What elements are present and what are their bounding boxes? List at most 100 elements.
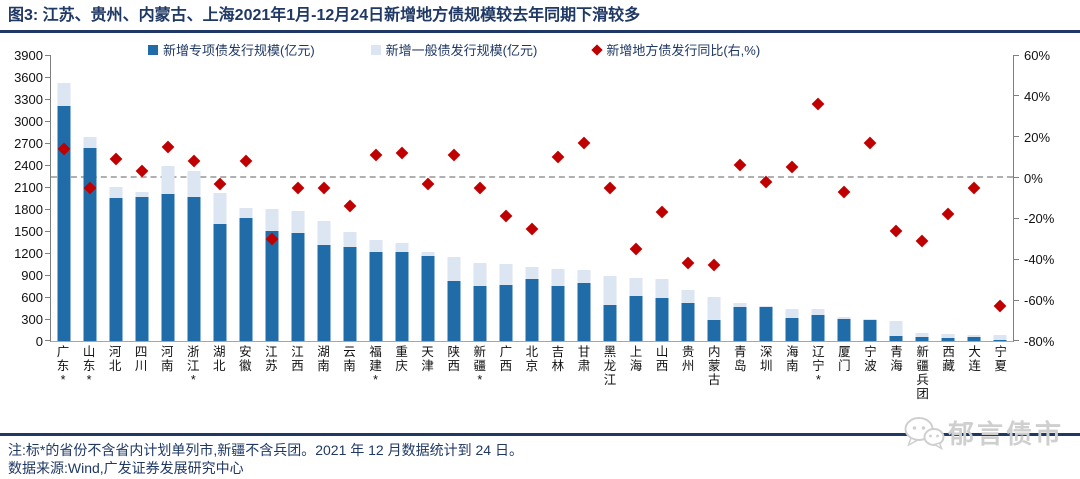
special-bond-segment	[291, 232, 305, 341]
stacked-bar	[109, 186, 123, 341]
yoy-diamond-marker	[837, 185, 851, 199]
x-axis-label: 贵州	[681, 345, 695, 373]
yoy-diamond-marker	[317, 181, 331, 195]
stacked-bar	[421, 252, 435, 341]
yoy-diamond-marker	[629, 242, 643, 256]
yoy-diamond-marker	[525, 222, 539, 236]
left-axis-tick-label: 300	[21, 312, 43, 327]
x-axis-label: 大连	[968, 345, 981, 373]
figure-notes: 注:标*的省份不含省内计划单列市,新疆不含兵团。2021 年 12 月数据统计到…	[0, 433, 1080, 477]
yoy-diamond-marker	[109, 152, 123, 166]
x-axis-label: 青岛	[733, 345, 747, 373]
x-axis-label: 内蒙古	[707, 345, 721, 387]
yoy-diamond-marker	[603, 181, 617, 195]
yoy-diamond-marker	[161, 140, 175, 154]
x-axis-label: 西藏	[942, 345, 955, 373]
left-axis-tick	[45, 296, 50, 298]
x-axis-label: 湖北	[213, 345, 226, 373]
bar-group-32	[857, 55, 883, 341]
special-bond-segment	[473, 286, 487, 341]
special-bond-segment	[187, 197, 201, 341]
stacked-bar	[915, 332, 929, 341]
bar-group-4	[129, 55, 155, 341]
yoy-diamond-marker	[395, 146, 409, 160]
bar-group-31	[831, 55, 857, 341]
left-axis-tick	[45, 142, 50, 144]
x-axis-label: 新疆 *	[473, 345, 487, 387]
left-axis-tick-label: 0	[35, 334, 43, 349]
special-bond-segment	[993, 340, 1007, 341]
general-bond-segment	[733, 302, 747, 307]
x-axis-label: 浙江 *	[187, 345, 200, 387]
right-axis-tick-label: 20%	[1024, 129, 1051, 145]
figure-title: 图3: 江苏、贵州、内蒙古、上海2021年1月-12月24日新增地方债规模较去年…	[0, 0, 1080, 33]
bar-group-7	[207, 55, 233, 341]
x-axis-label: 海南	[786, 345, 799, 373]
yoy-diamond-marker	[915, 234, 929, 248]
stacked-bar	[83, 137, 97, 341]
legend-swatch-diamond-icon	[591, 43, 604, 56]
special-bond-segment	[941, 337, 955, 341]
special-bond-segment	[369, 251, 383, 341]
bar-group-29	[779, 55, 805, 341]
bar-group-12	[337, 55, 363, 341]
stacked-bar	[187, 170, 201, 341]
yoy-diamond-marker	[369, 148, 383, 162]
left-axis-tick-label: 900	[21, 268, 43, 283]
general-bond-segment	[837, 316, 851, 319]
general-bond-segment	[57, 82, 71, 107]
right-axis-tick	[1014, 340, 1019, 341]
stacked-bar	[993, 334, 1007, 341]
brand-logo-text: 郁言债市	[947, 419, 1064, 449]
stacked-bar	[681, 290, 695, 341]
left-axis-tick-label: 1200	[14, 246, 43, 261]
yoy-diamond-marker	[577, 136, 591, 150]
bar-group-2	[77, 55, 103, 341]
special-bond-segment	[967, 336, 981, 341]
stacked-bar	[629, 277, 643, 341]
general-bond-segment	[395, 242, 409, 252]
x-axis-label: 湖南	[317, 345, 330, 373]
right-axis-tick	[1014, 177, 1019, 179]
special-bond-segment	[447, 280, 461, 341]
stacked-bar	[603, 276, 617, 341]
general-bond-segment	[343, 231, 357, 248]
bar-group-5	[155, 55, 181, 341]
special-bond-segment	[785, 318, 799, 341]
general-bond-segment	[135, 192, 149, 198]
brand-watermark: 郁言债市	[903, 414, 1064, 451]
left-axis-tick-label: 1500	[14, 224, 43, 239]
stacked-bar	[525, 267, 539, 341]
x-axis-label: 甘肃	[577, 345, 591, 373]
special-bond-segment	[525, 279, 539, 341]
special-bond-segment	[57, 106, 71, 341]
stacked-bar	[785, 309, 799, 341]
legend-label-general-bond: 新增一般债发行规模(亿元)	[385, 43, 538, 58]
x-axis-label: 广西	[499, 345, 513, 373]
right-axis-tick	[1014, 217, 1019, 219]
plot-area	[45, 54, 1019, 342]
bar-group-9	[259, 55, 285, 341]
stacked-bar	[291, 211, 305, 341]
general-bond-segment	[109, 186, 123, 198]
legend-label-special-bond: 新增专项债发行规模(亿元)	[163, 43, 315, 58]
stacked-bar	[213, 192, 227, 341]
left-axis-tick	[45, 274, 50, 276]
stacked-bar	[889, 320, 903, 341]
x-axis-labels: 广东 * 山东 * 河北四川河南浙江 * 湖北安徽江苏江西湖南云南福建 * 重庆天津陕西新疆 * 广…	[50, 345, 1014, 401]
bar-group-3	[103, 55, 129, 341]
right-axis-tick	[1014, 54, 1019, 56]
stacked-bar	[447, 257, 461, 341]
x-axis-label: 福建 *	[369, 345, 382, 387]
x-axis-label: 北京	[525, 345, 539, 373]
figure-chart: 新增专项债发行规模(亿元) 新增一般债发行规模(亿元) 新增地方债发行同比(右,…	[0, 33, 1080, 433]
bar-group-11	[311, 55, 337, 341]
yoy-diamond-marker	[473, 181, 487, 195]
yoy-diamond-marker	[655, 205, 669, 219]
x-axis-label: 山东 *	[82, 345, 96, 387]
special-bond-segment	[213, 224, 227, 341]
left-axis-tick-label: 600	[21, 290, 43, 305]
stacked-bar	[499, 263, 513, 341]
left-axis-tick	[45, 318, 50, 320]
